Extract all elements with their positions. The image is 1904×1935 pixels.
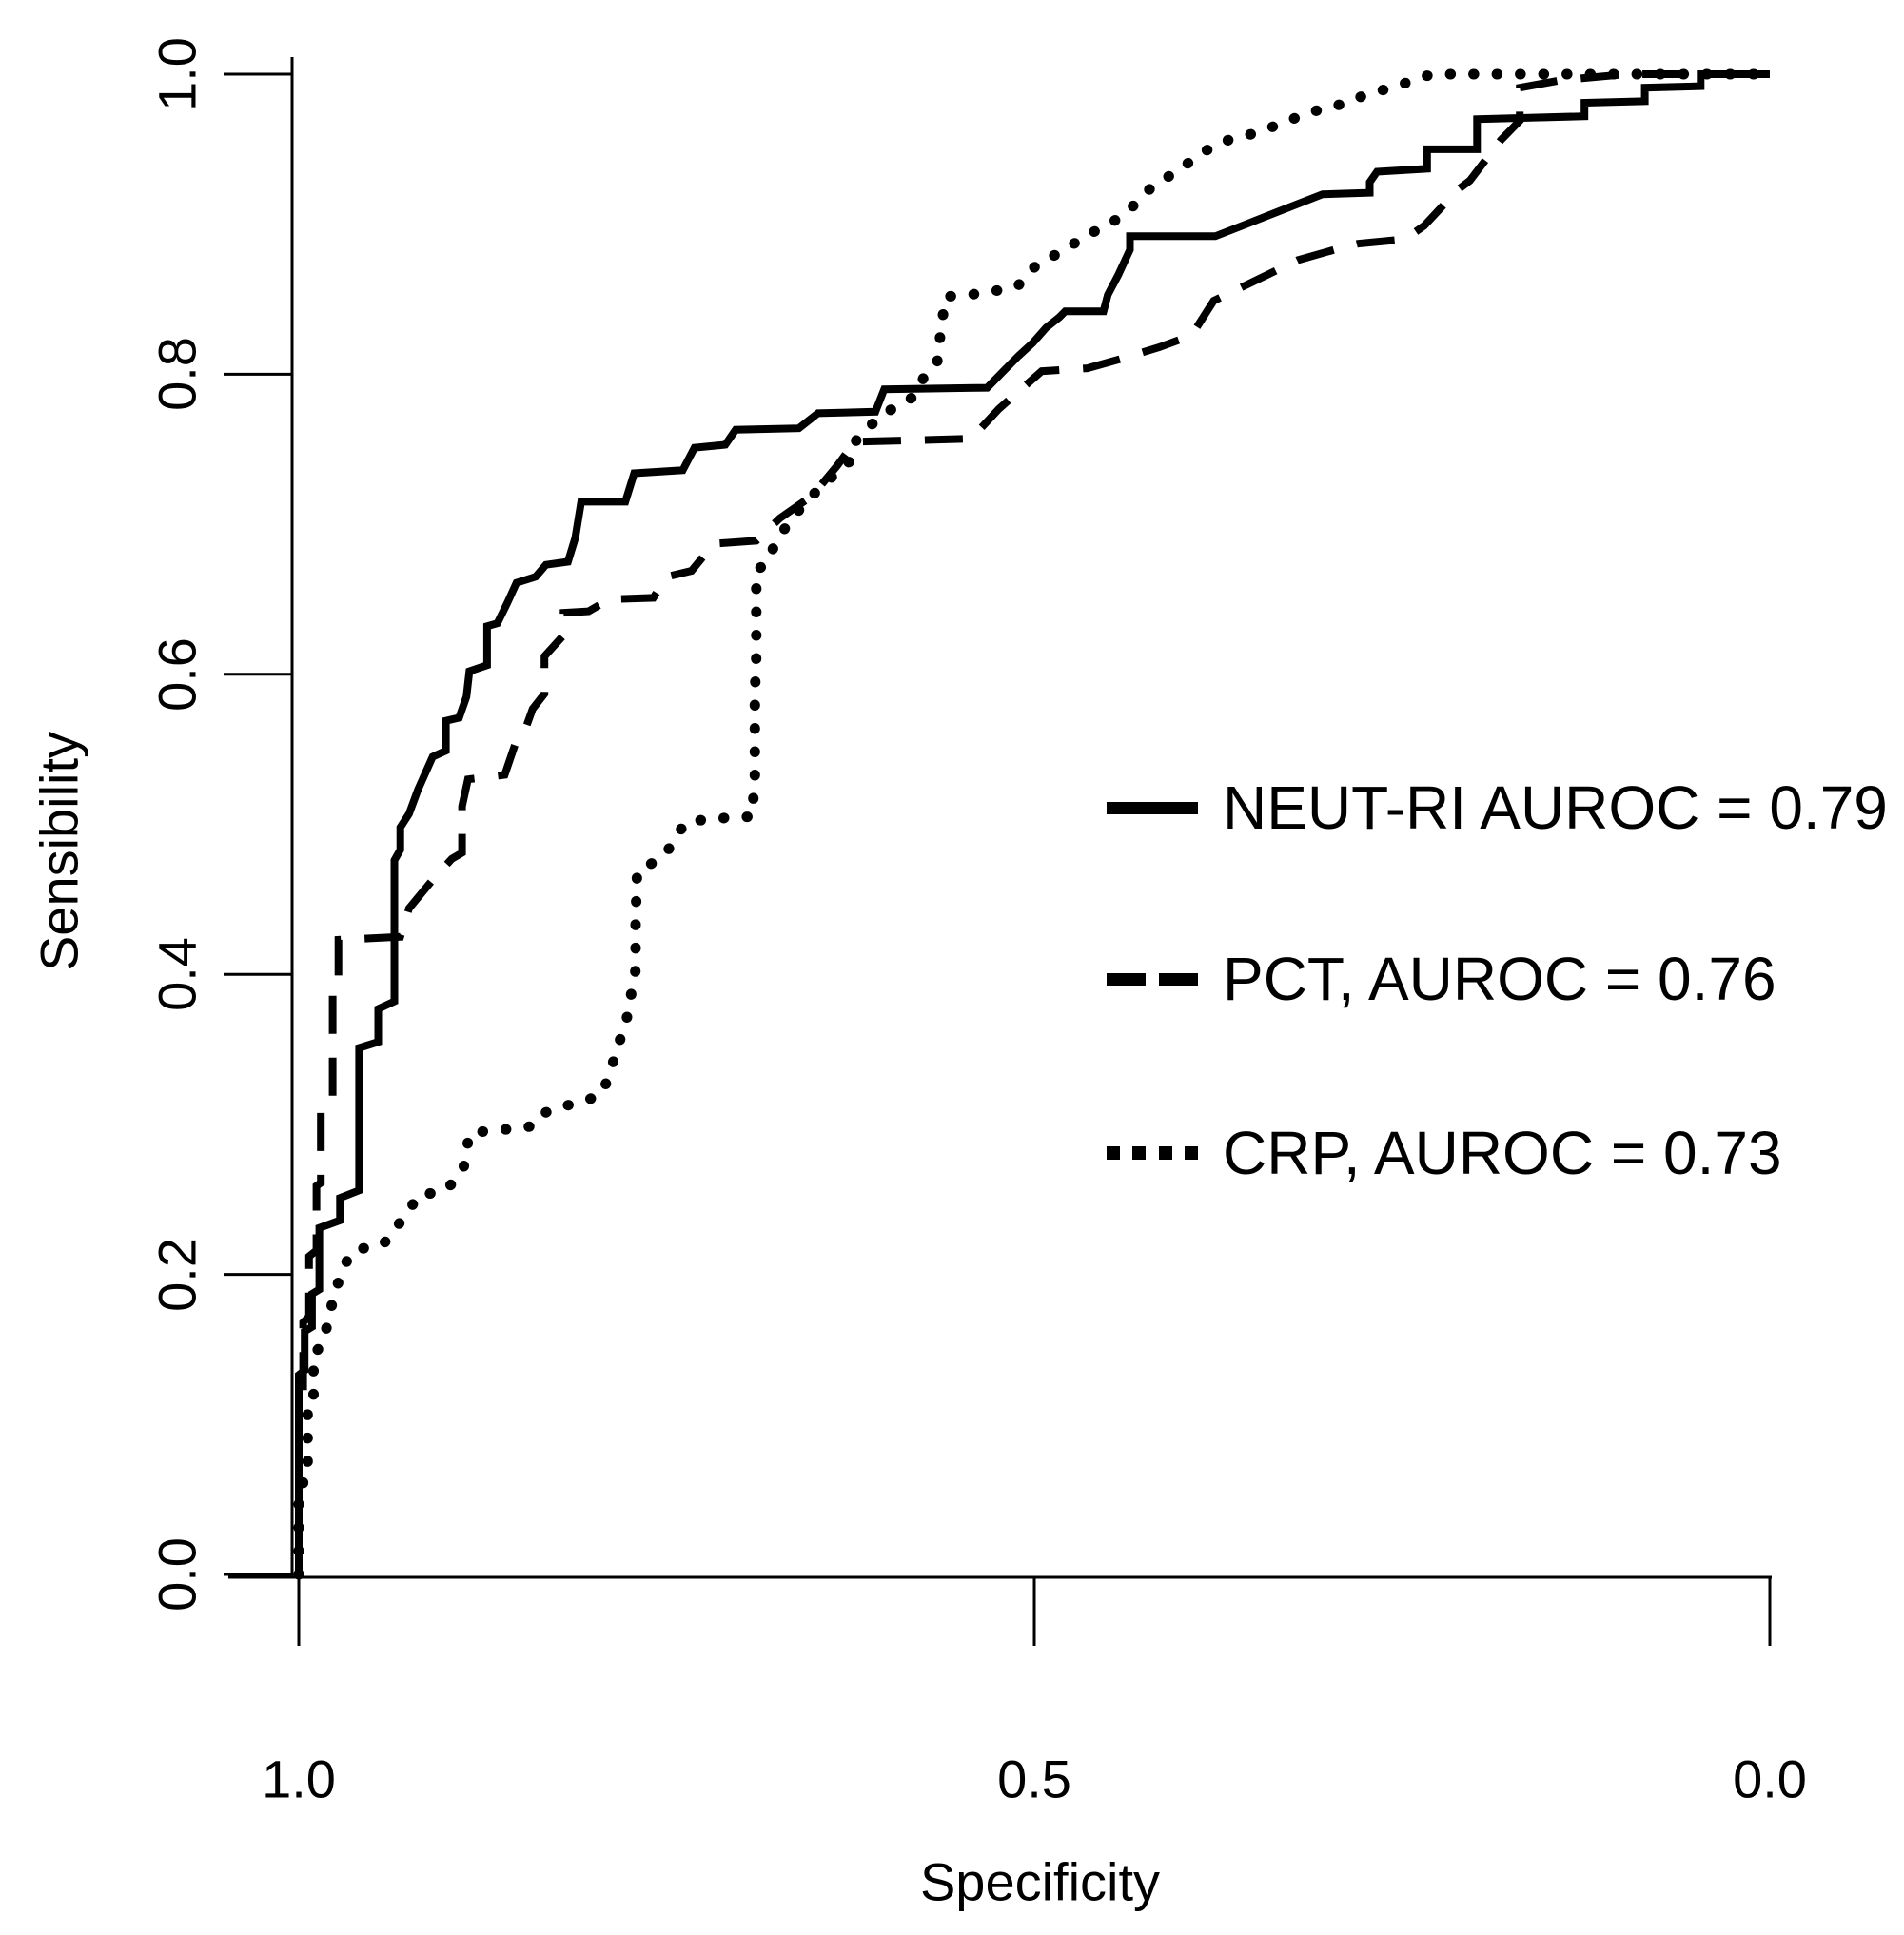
y-axis-title: Sensibility	[29, 731, 89, 972]
dashed-line-sample-icon	[1107, 972, 1198, 986]
y-tick-label: 0.8	[147, 337, 207, 412]
x-tick-label: 0.0	[1733, 1749, 1807, 1809]
y-tick-label: 0.6	[147, 636, 207, 712]
y-tick-label: 0.4	[147, 937, 207, 1012]
legend-label: NEUT-RI AUROC = 0.79	[1223, 773, 1888, 842]
solid-line-sample-icon	[1107, 801, 1198, 814]
roc-curve-crp	[293, 68, 1776, 1580]
dotted-line-sample-icon	[1107, 1146, 1198, 1160]
legend-item-crp: CRP, AUROC = 0.73	[1107, 1118, 1782, 1188]
legend-item-neut-ri: NEUT-RI AUROC = 0.79	[1107, 772, 1888, 843]
legend-label: CRP, AUROC = 0.73	[1223, 1119, 1782, 1187]
roc-curve-neut-ri	[295, 70, 1770, 1574]
legend-item-pct: PCT, AUROC = 0.76	[1107, 944, 1776, 1014]
x-axis-title: Specificity	[919, 1851, 1161, 1912]
x-tick-label: 1.0	[262, 1749, 336, 1809]
y-tick-label: 1.0	[147, 37, 207, 111]
x-tick-label: 0.5	[997, 1749, 1071, 1809]
y-tick-label: 0.0	[147, 1537, 207, 1612]
y-tick-label: 0.2	[147, 1237, 207, 1312]
legend-label: PCT, AUROC = 0.76	[1223, 945, 1776, 1013]
roc-curve-pct	[295, 70, 1770, 1574]
